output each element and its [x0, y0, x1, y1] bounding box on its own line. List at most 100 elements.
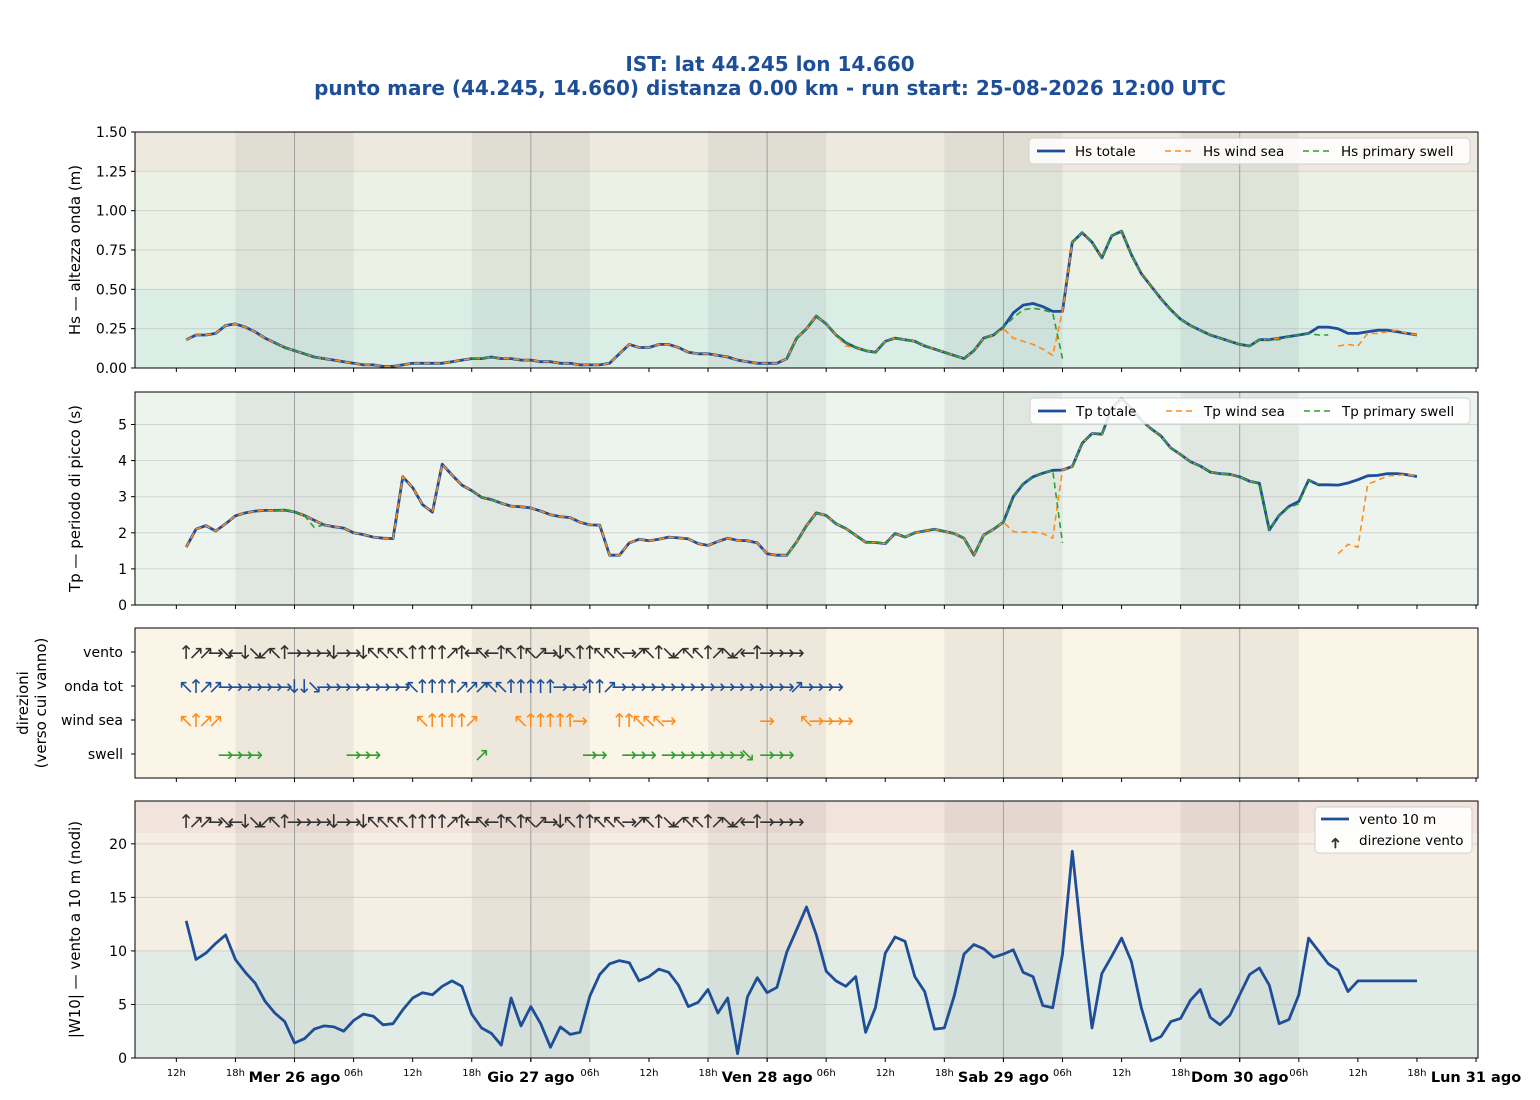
direction-arrow: ↘: [739, 744, 755, 766]
wind-direction-arrow: ↖: [375, 811, 391, 833]
series-line-hs-wind-sea: [185, 230, 1280, 368]
direction-arrow: →: [769, 744, 785, 766]
direction-arrow: →: [296, 642, 312, 664]
wind-direction-arrow: ↑: [405, 811, 421, 833]
direction-arrow: ↑: [562, 710, 578, 732]
wind-direction-arrow: ↘: [720, 811, 736, 833]
direction-arrow: →: [641, 744, 657, 766]
wind-direction-arrow: ↖: [503, 811, 519, 833]
direction-arrow: ↖: [680, 642, 696, 664]
direction-arrow: →: [828, 676, 844, 698]
wind-direction-arrow: ↓: [552, 811, 568, 833]
direction-arrow: ←: [739, 642, 755, 664]
direction-arrow: →: [799, 676, 815, 698]
direction-arrow: →: [208, 642, 224, 664]
direction-arrow: →: [680, 744, 696, 766]
direction-arrow: →: [739, 676, 755, 698]
direction-arrow: →: [720, 744, 736, 766]
wind-direction-arrow: ↑: [749, 811, 765, 833]
direction-arrow: →: [326, 676, 342, 698]
direction-arrow: ↖: [178, 676, 194, 698]
y-axis-label: direzioni: [14, 671, 32, 735]
direction-arrow: ↗: [789, 676, 805, 698]
direction-arrow: ↗: [198, 676, 214, 698]
direction-arrow: ↓: [326, 642, 342, 664]
direction-arrow: ↗: [188, 642, 204, 664]
x-day-label: Mer 26 ago: [249, 1070, 341, 1086]
x-day-label: Dom 30 ago: [1191, 1070, 1289, 1086]
direction-arrow: →: [631, 744, 647, 766]
wind-direction-arrow: →: [543, 811, 559, 833]
direction-arrow: →: [355, 676, 371, 698]
x-hour-label: 12h: [1112, 1068, 1131, 1079]
x-hour-label: 12h: [403, 1068, 422, 1079]
direction-arrow: →: [592, 744, 608, 766]
direction-arrow: ↖: [523, 642, 539, 664]
direction-arrow: ↗: [533, 642, 549, 664]
wind-direction-arrow: →: [346, 811, 362, 833]
direction-arrow: →: [346, 642, 362, 664]
wind-direction-arrow: ↘: [247, 811, 263, 833]
wind-direction-arrow: ↑: [415, 811, 431, 833]
direction-arrow: →: [838, 710, 854, 732]
direction-arrow: ↑: [749, 642, 765, 664]
direction-arrow: →: [336, 642, 352, 664]
chart-subtitle: punto mare (44.245, 14.660) distanza 0.0…: [314, 76, 1226, 100]
direction-arrow: →: [759, 676, 775, 698]
y-tick-label: 0.75: [96, 243, 127, 259]
direction-arrow: →: [247, 744, 263, 766]
y-tick-label: 5: [118, 417, 127, 433]
wind-direction-arrow: ↑: [493, 811, 509, 833]
wind-direction-arrow: ↓: [355, 811, 371, 833]
legend-label: Tp primary swell: [1341, 404, 1454, 420]
wind-direction-arrow: ↖: [267, 811, 283, 833]
direction-row-label: wind sea: [61, 713, 123, 729]
direction-arrow: ↑: [188, 676, 204, 698]
legend-label: vento 10 m: [1359, 812, 1436, 828]
direction-arrow: ↑: [533, 710, 549, 732]
y-axis-label: |W10| — vento a 10 m (nodi): [66, 821, 84, 1038]
direction-arrow: ↑: [434, 710, 450, 732]
direction-arrow: →: [277, 676, 293, 698]
series-line-hs-primary-swell: [1071, 230, 1329, 347]
x-hour-label: 06h: [1289, 1068, 1308, 1079]
direction-arrow: →: [346, 744, 362, 766]
wind-direction-arrow: →: [316, 811, 332, 833]
wind-direction-arrow: →: [621, 811, 637, 833]
x-hour-label: 06h: [580, 1068, 599, 1079]
direction-arrow: →: [582, 744, 598, 766]
direction-arrow: ↑: [552, 710, 568, 732]
direction-arrow: →: [562, 676, 578, 698]
direction-arrow: ↙: [257, 642, 273, 664]
direction-arrow: →: [267, 676, 283, 698]
direction-arrow: →: [730, 744, 746, 766]
direction-arrow: ↑: [621, 710, 637, 732]
wind-direction-arrow: ↖: [562, 811, 578, 833]
direction-arrow: ↓: [355, 642, 371, 664]
direction-arrow: ↗: [474, 744, 490, 766]
direction-arrow: →: [749, 676, 765, 698]
legend-arrow-icon: ➜: [1326, 837, 1344, 850]
direction-arrow: ←: [464, 642, 480, 664]
direction-arrow: ↗: [198, 642, 214, 664]
wind-direction-arrow: ↑: [572, 811, 588, 833]
direction-arrow: ↑: [582, 676, 598, 698]
direction-arrow: →: [671, 744, 687, 766]
x-hour-label: 18h: [1171, 1068, 1190, 1079]
direction-arrow: ↗: [208, 710, 224, 732]
direction-arrow: ↑: [415, 642, 431, 664]
direction-arrow: ←: [483, 642, 499, 664]
direction-arrow: ↑: [424, 710, 440, 732]
direction-arrow: →: [621, 744, 637, 766]
wind-direction-arrow: ↖: [690, 811, 706, 833]
direction-arrow: ↑: [444, 710, 460, 732]
wind-direction-arrow: ←: [483, 811, 499, 833]
wind-direction-arrow: ↗: [631, 811, 647, 833]
direction-arrow: ↗: [474, 676, 490, 698]
direction-arrow: →: [690, 744, 706, 766]
axes-frame: [134, 391, 1479, 606]
wind-direction-arrow: ↘: [661, 811, 677, 833]
direction-arrow: ↙: [671, 642, 687, 664]
x-day-label: Lun 31 ago: [1431, 1070, 1521, 1086]
direction-arrow: ↑: [444, 676, 460, 698]
